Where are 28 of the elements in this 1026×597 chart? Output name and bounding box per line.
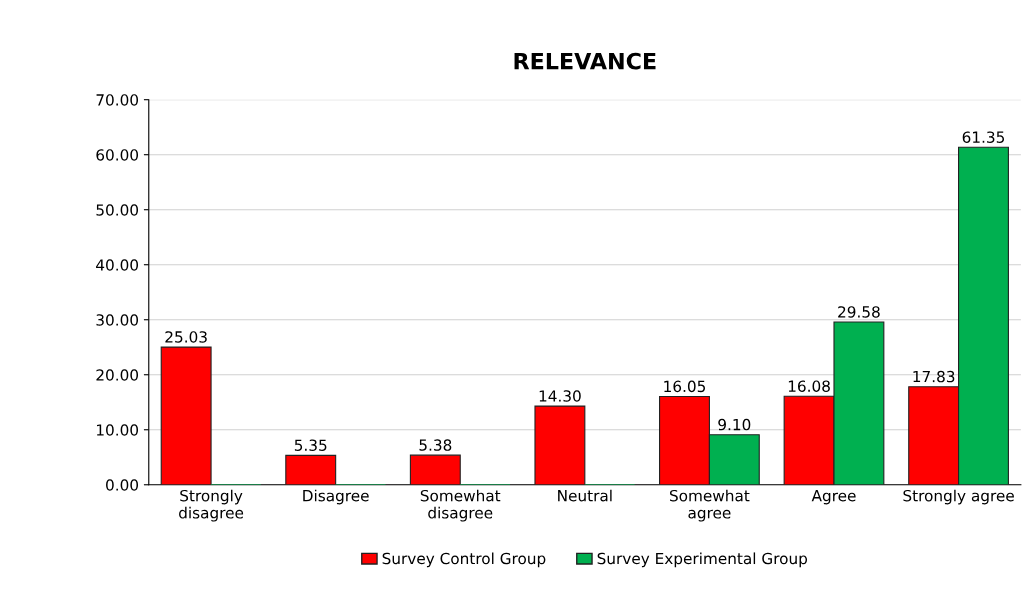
x-tick-label: Somewhat disagree	[420, 489, 501, 522]
data-label: 25.03	[165, 331, 207, 343]
legend-label: Survey Experimental Group	[597, 552, 808, 568]
x-tick-label: Neutral	[558, 489, 612, 502]
y-tick-label: 0.00	[106, 479, 139, 491]
data-label: 61.35	[962, 131, 1005, 143]
x-tick-label: Somewhat agree	[669, 489, 750, 522]
y-tick-label: 70.00	[96, 94, 139, 106]
y-tick-label: 60.00	[96, 149, 139, 161]
chart-title: RELEVANCE	[514, 52, 656, 70]
x-tick-label: Strongly agree	[903, 489, 1014, 505]
data-label: 16.08	[788, 380, 830, 392]
y-tick-label: 20.00	[96, 369, 139, 381]
y-tick-label: 10.00	[96, 424, 139, 436]
x-tick-label: Agree	[811, 490, 856, 505]
y-tick-label: 40.00	[96, 259, 139, 271]
data-label: 5.35	[294, 439, 327, 451]
legend-label: Survey Control Group	[382, 552, 546, 568]
data-label: 17.83	[913, 370, 955, 383]
y-tick-label: 30.00	[96, 314, 139, 326]
data-label: 16.05	[664, 380, 706, 393]
x-tick-label: Strongly disagree	[179, 489, 244, 522]
y-tick-label: 50.00	[96, 204, 139, 216]
data-label: 5.38	[419, 439, 452, 451]
x-tick-label: Disagree	[303, 489, 369, 505]
data-label: 29.58	[838, 306, 880, 318]
data-label: 14.30	[539, 390, 581, 402]
data-label: 9.10	[718, 418, 751, 431]
